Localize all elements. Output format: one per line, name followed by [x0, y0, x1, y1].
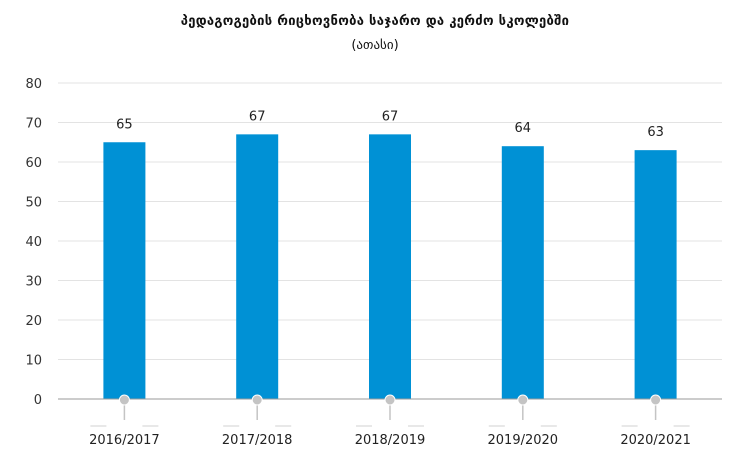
grid-lines — [58, 82, 722, 360]
bars — [103, 134, 677, 399]
y-tick-label: 0 — [34, 393, 42, 408]
y-tick-label: 70 — [25, 117, 42, 132]
y-tick-label: 30 — [25, 275, 42, 290]
value-label: 64 — [515, 121, 532, 136]
bar — [634, 150, 677, 399]
x-tick-label: 2017/2018 — [222, 433, 293, 448]
x-tick-label: 2019/2020 — [488, 433, 559, 448]
x-tick-label: 2018/2019 — [355, 433, 426, 448]
value-label: 65 — [116, 117, 133, 132]
y-tick-label: 10 — [25, 354, 42, 369]
category-marker — [251, 394, 263, 406]
y-tick-label: 80 — [25, 77, 42, 92]
y-axis-ticks: 0 10 20 30 40 50 60 70 80 — [25, 77, 42, 408]
bar — [103, 142, 146, 399]
category-markers — [118, 394, 662, 420]
category-marker — [384, 394, 396, 406]
category-marker — [517, 394, 529, 406]
y-tick-label: 40 — [25, 235, 42, 250]
y-tick-label: 60 — [25, 156, 42, 171]
y-tick-label: 50 — [25, 196, 42, 211]
category-marker — [118, 394, 130, 406]
value-label: 67 — [382, 109, 399, 124]
bar — [501, 146, 544, 399]
category-marker — [650, 394, 662, 406]
bar — [236, 134, 279, 399]
y-tick-label: 20 — [25, 314, 42, 329]
value-label: 63 — [647, 125, 664, 140]
chart-subtitle: (ათასი) — [351, 38, 399, 53]
chart-title: პედაგოგების რიცხოვნობა საჯარო და კერძო ს… — [180, 14, 570, 29]
x-tick-label: 2016/2017 — [89, 433, 160, 448]
value-labels: 65 67 67 64 63 — [116, 109, 664, 140]
x-axis-ticks: 2016/2017 2017/2018 2018/2019 2019/2020 2020… — [89, 433, 691, 448]
x-tick-label: 2020/2021 — [620, 433, 691, 448]
value-label: 67 — [249, 109, 266, 124]
bar — [369, 134, 411, 399]
